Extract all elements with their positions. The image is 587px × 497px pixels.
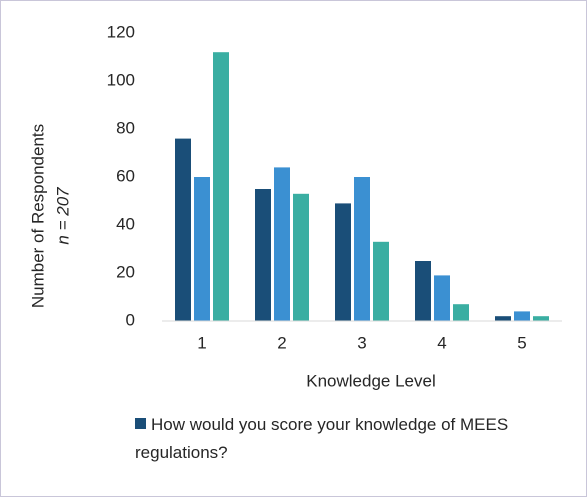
y-tick-label: 0 xyxy=(126,310,135,329)
x-tick-label: 4 xyxy=(437,333,446,352)
bar xyxy=(415,261,431,321)
y-tick-label: 120 xyxy=(107,22,135,41)
x-tick-label: 3 xyxy=(357,333,366,352)
bar xyxy=(335,203,351,321)
bar xyxy=(373,241,389,321)
y-tick-label: 20 xyxy=(116,262,135,281)
x-tick-label: 2 xyxy=(277,333,286,352)
legend-item: How would you score your knowledge of ME… xyxy=(135,411,535,467)
y-tick-label: 80 xyxy=(116,118,135,137)
bar xyxy=(514,311,530,321)
bar xyxy=(453,304,469,321)
bar xyxy=(533,316,549,321)
y-axis-label: Number of Respondents xyxy=(28,124,47,308)
y-tick-label: 40 xyxy=(116,214,135,233)
bar xyxy=(274,167,290,321)
bar xyxy=(354,177,370,321)
x-tick-label: 1 xyxy=(197,333,206,352)
bar xyxy=(434,275,450,321)
bar xyxy=(495,316,511,321)
legend-label: How would you score your knowledge of ME… xyxy=(135,415,509,462)
bar xyxy=(194,177,210,321)
bar xyxy=(255,189,271,321)
legend-swatch xyxy=(135,418,146,429)
bar xyxy=(175,138,191,321)
x-axis-label: Knowledge Level xyxy=(306,371,435,390)
bar xyxy=(293,193,309,321)
x-tick-label: 5 xyxy=(517,333,526,352)
bar xyxy=(213,52,229,321)
legend: How would you score your knowledge of ME… xyxy=(135,411,535,467)
y-axis-note: n = 207 xyxy=(53,187,72,245)
y-tick-label: 100 xyxy=(107,70,135,89)
y-tick-label: 60 xyxy=(116,166,135,185)
